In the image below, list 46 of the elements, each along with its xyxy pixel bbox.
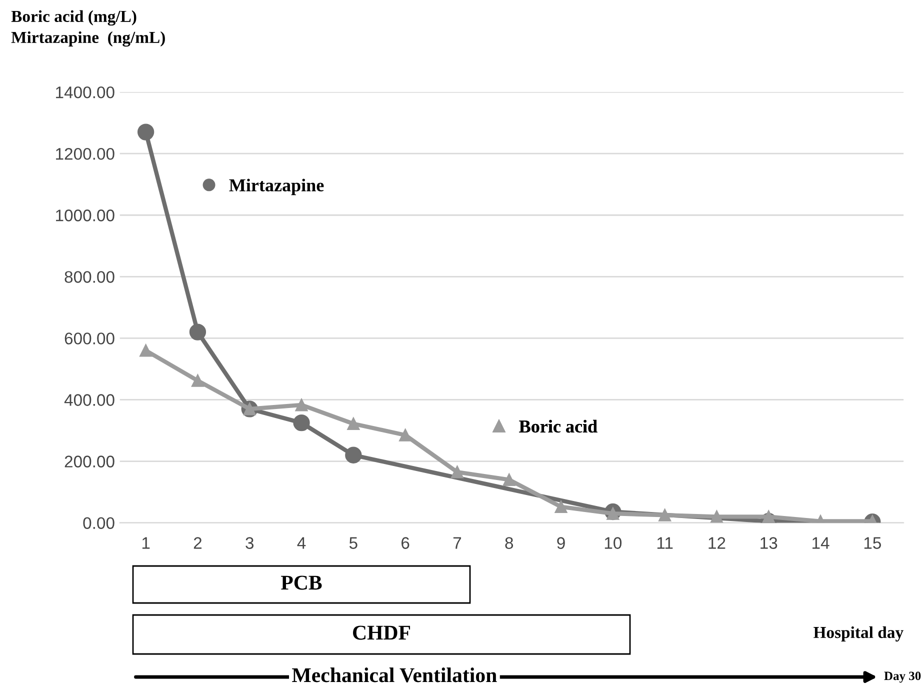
x-tick-label: 6 xyxy=(402,537,410,549)
x-tick-label: 4 xyxy=(297,537,306,549)
point xyxy=(345,446,362,464)
y-tick-label: 400.00 xyxy=(64,394,114,406)
x-axis-title: Hospital day xyxy=(814,626,904,642)
y-tick-label: 200.00 xyxy=(64,456,114,468)
x-tick-label: 15 xyxy=(864,537,881,549)
point xyxy=(658,508,672,522)
y-tick-label: 1200.00 xyxy=(56,148,114,160)
point xyxy=(140,344,152,357)
y-axis-title: Boric acid (mg/L) Mirtazapine (ng/mL) xyxy=(11,10,165,47)
text: Mechanical Ventilation xyxy=(292,668,497,682)
legend-label: Boric acid xyxy=(519,420,598,433)
y-tick-label: 800.00 xyxy=(64,271,114,283)
point xyxy=(295,398,308,412)
x-tick-label: 14 xyxy=(812,537,830,549)
point xyxy=(189,324,206,340)
y-tick-label: 1000.00 xyxy=(56,210,114,222)
point xyxy=(293,414,310,432)
x-tick-label: 3 xyxy=(246,537,254,549)
y-tick-label: 0.00 xyxy=(83,517,114,530)
point xyxy=(502,473,516,486)
legend-label: Mirtazapine xyxy=(229,178,324,196)
x-tick-label: 11 xyxy=(657,537,673,549)
point xyxy=(450,466,464,478)
point xyxy=(347,417,360,430)
text: Day 30 xyxy=(884,672,921,683)
point xyxy=(399,428,412,442)
x-tick-label: 1 xyxy=(142,537,150,549)
x-tick-label: 8 xyxy=(505,537,514,549)
point xyxy=(710,510,723,523)
x-tick-label: 2 xyxy=(194,537,202,549)
x-tick-label: 13 xyxy=(760,537,778,549)
y-tick-label: 1400.00 xyxy=(56,86,114,98)
x-tick-label: 5 xyxy=(349,537,358,549)
text: PCB xyxy=(281,576,322,590)
x-tick-label: 10 xyxy=(604,537,622,549)
x-tick-label: 7 xyxy=(453,537,462,549)
x-tick-label: 12 xyxy=(708,537,726,549)
y-tick-label: 600.00 xyxy=(64,332,114,344)
point xyxy=(137,124,154,140)
x-tick-label: 9 xyxy=(557,537,565,549)
point xyxy=(191,374,204,387)
text: CHDF xyxy=(353,626,410,640)
point xyxy=(554,500,568,514)
point xyxy=(762,510,775,523)
